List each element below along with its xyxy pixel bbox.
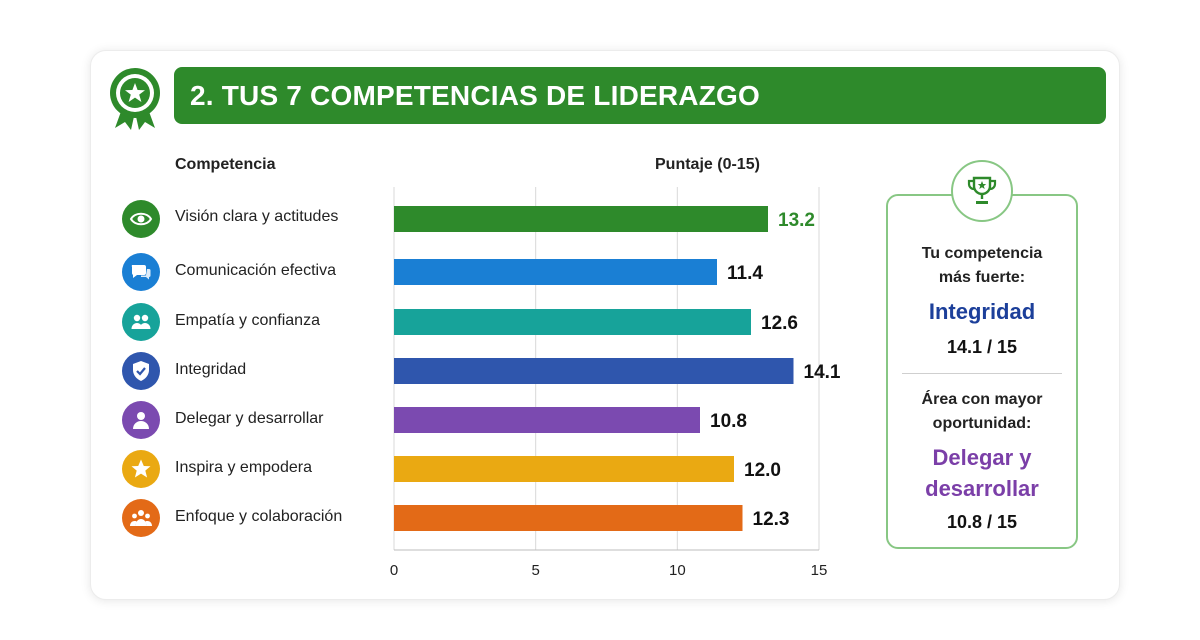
bar-6 (394, 505, 743, 531)
row-icon-6 (122, 499, 160, 537)
bar-0 (394, 206, 768, 232)
shield-icon (133, 361, 149, 381)
x-tick-label-0: 0 (390, 562, 398, 579)
competence-column-header: Competencia (175, 156, 276, 173)
group-icon (130, 510, 152, 526)
opportunity-competence-line2: desarrollar (925, 476, 1039, 501)
section-title: 2. TUS 7 COMPETENCIAS DE LIDERAZGO (174, 67, 1106, 124)
row-icon-0 (122, 200, 160, 238)
bar-value-label-3: 14.1 (804, 362, 841, 383)
star-icon (131, 459, 151, 478)
row-label-4: Delegar y desarrollar (175, 410, 324, 427)
opportunity-score: 10.8 / 15 (946, 512, 1018, 532)
row-label-6: Enfoque y colaboración (175, 508, 343, 525)
row-icon-5 (122, 450, 160, 488)
bar-value-label-4: 10.8 (710, 411, 747, 432)
opportunity-competence-line1: Delegar y (932, 445, 1032, 470)
eye-icon (129, 212, 153, 226)
bar-4 (394, 407, 700, 433)
strongest-score: 14.1 / 15 (946, 337, 1018, 357)
bar-value-label-6: 12.3 (753, 509, 790, 530)
bar-2 (394, 309, 751, 335)
bar-1 (394, 259, 717, 285)
row-icon-1 (122, 253, 160, 291)
bar-value-label-2: 12.6 (761, 313, 798, 334)
opportunity-label-line1: Área con mayor (921, 391, 1043, 408)
trophy-badge (951, 160, 1013, 222)
x-tick-label-10: 10 (669, 562, 686, 579)
bar-value-label-1: 11.4 (727, 263, 763, 284)
row-icon-3 (122, 352, 160, 390)
x-tick-label-5: 5 (531, 562, 539, 579)
row-label-1: Comunicación efectiva (175, 262, 336, 279)
bar-5 (394, 456, 734, 482)
bar-chart: 0 5 10 15 13.2 11.4 12.6 14.1 10.8 12.0 12.3 (390, 187, 841, 579)
opportunity-label-line2: oportunidad: (932, 415, 1032, 432)
strongest-label-line2: más fuerte: (938, 269, 1026, 286)
row-label-0: Visión clara y actitudes (175, 208, 339, 225)
people-icon (131, 314, 151, 329)
summary-divider (902, 373, 1062, 374)
score-column-header: Puntaje (0-15) (655, 156, 760, 173)
row-label-3: Integridad (175, 361, 247, 378)
chat-bubbles-icon (131, 265, 151, 280)
strongest-label-line1: Tu competencia (921, 245, 1043, 262)
row-label-2: Empatía y confianza (175, 312, 320, 329)
row-label-5: Inspira y empodera (175, 459, 312, 476)
award-ribbon-icon (110, 68, 160, 130)
person-icon (133, 412, 149, 429)
bar-value-label-5: 12.0 (744, 460, 781, 481)
trophy-icon (967, 176, 997, 204)
x-tick-label-15: 15 (811, 562, 828, 579)
row-icon-4 (122, 401, 160, 439)
row-icon-2 (122, 303, 160, 341)
summary-box: Tu competencia más fuerte: Integridad 14… (886, 194, 1078, 549)
strongest-competence: Integridad (928, 299, 1036, 324)
bar-3 (394, 358, 794, 384)
bar-value-label-0: 13.2 (778, 210, 815, 231)
